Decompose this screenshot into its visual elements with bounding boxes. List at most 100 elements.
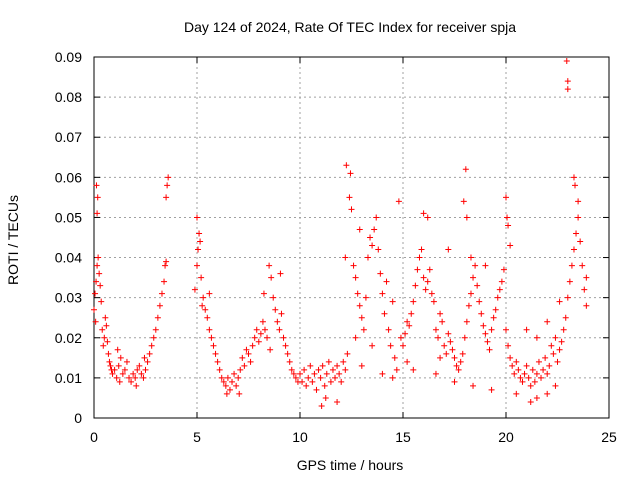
data-point: [364, 254, 371, 261]
data-point: [202, 306, 209, 313]
data-point: [529, 366, 536, 373]
data-point: [422, 286, 429, 293]
data-point: [342, 366, 349, 373]
data-point: [470, 382, 477, 389]
data-point: [523, 326, 530, 333]
data-point: [400, 342, 406, 349]
data-point: [164, 182, 171, 189]
data-point: [329, 366, 336, 373]
data-point: [391, 354, 398, 361]
data-point: [437, 354, 444, 361]
data-point: [150, 334, 157, 341]
data-point: [507, 354, 514, 361]
data-point: [406, 322, 413, 329]
data-point: [191, 286, 198, 293]
data-point: [318, 402, 325, 409]
data-point: [540, 366, 547, 373]
data-point: [463, 214, 470, 221]
data-point: [321, 382, 328, 389]
data-point: [389, 298, 396, 305]
plot-frame: [93, 56, 610, 419]
data-point: [346, 194, 353, 201]
data-point: [343, 162, 350, 169]
data-point: [282, 342, 289, 349]
data-point: [356, 226, 363, 233]
data-point: [233, 382, 240, 389]
data-point: [301, 366, 308, 373]
data-point: [478, 310, 485, 317]
data-point: [134, 366, 141, 373]
data-point: [266, 262, 273, 269]
data-point: [533, 370, 540, 377]
data-point: [152, 326, 159, 333]
data-point: [474, 282, 481, 289]
data-point: [241, 362, 248, 369]
data-point: [103, 322, 110, 329]
data-point: [544, 370, 551, 377]
y-axis-label: ROTI / TECUs: [5, 195, 21, 285]
data-point: [237, 366, 244, 373]
data-point: [350, 262, 357, 269]
data-point: [113, 374, 120, 381]
y-tick-label: 0.03: [55, 290, 82, 306]
data-point: [575, 214, 582, 221]
data-point: [299, 378, 306, 385]
data-point: [457, 358, 464, 365]
data-point: [261, 326, 268, 333]
data-point: [439, 318, 446, 325]
data-point: [259, 318, 266, 325]
data-point: [484, 338, 491, 345]
y-tick-label: 0.07: [55, 129, 82, 145]
data-point: [272, 306, 279, 313]
data-point: [544, 390, 551, 397]
data-point: [98, 298, 105, 305]
data-point: [146, 350, 153, 357]
data-point: [410, 366, 417, 373]
data-point: [564, 78, 571, 85]
data-point: [385, 326, 392, 333]
data-point: [424, 278, 431, 285]
data-point: [455, 366, 462, 373]
data-point: [383, 278, 390, 285]
y-tick-label: 0.01: [55, 370, 82, 386]
data-point: [223, 390, 230, 397]
data-point: [533, 394, 540, 401]
data-point: [194, 214, 200, 221]
data-point: [418, 246, 425, 253]
data-point: [297, 370, 303, 377]
data-point: [253, 326, 260, 333]
data-point: [546, 362, 553, 369]
data-point: [420, 210, 427, 217]
data-point: [443, 350, 450, 357]
data-point: [100, 342, 107, 349]
data-point: [115, 362, 122, 369]
data-point: [562, 314, 569, 321]
data-point: [257, 330, 264, 337]
data-point: [305, 374, 312, 381]
data-point: [198, 274, 205, 281]
data-point: [141, 354, 148, 361]
data-point: [375, 246, 382, 253]
data-point: [572, 182, 579, 189]
data-point: [570, 246, 577, 253]
y-tick-label: 0.09: [55, 49, 82, 65]
data-point: [218, 374, 225, 381]
data-point: [523, 362, 530, 369]
x-tick-label: 0: [90, 429, 98, 445]
data-point: [482, 330, 489, 337]
y-tick-label: 0.02: [55, 330, 82, 346]
chart-title: Day 124 of 2024, Rate Of TEC Index for r…: [184, 19, 516, 35]
data-point: [235, 374, 242, 381]
data-point: [381, 310, 388, 317]
data-point: [445, 246, 452, 253]
data-point: [412, 282, 419, 289]
data-point: [224, 374, 231, 381]
data-point: [527, 382, 534, 389]
data-point: [573, 230, 580, 237]
data-point: [490, 314, 497, 321]
y-tick-label: 0.04: [55, 250, 82, 266]
data-point: [102, 314, 109, 321]
data-point: [144, 358, 151, 365]
y-tick-label: 0.05: [55, 209, 82, 225]
